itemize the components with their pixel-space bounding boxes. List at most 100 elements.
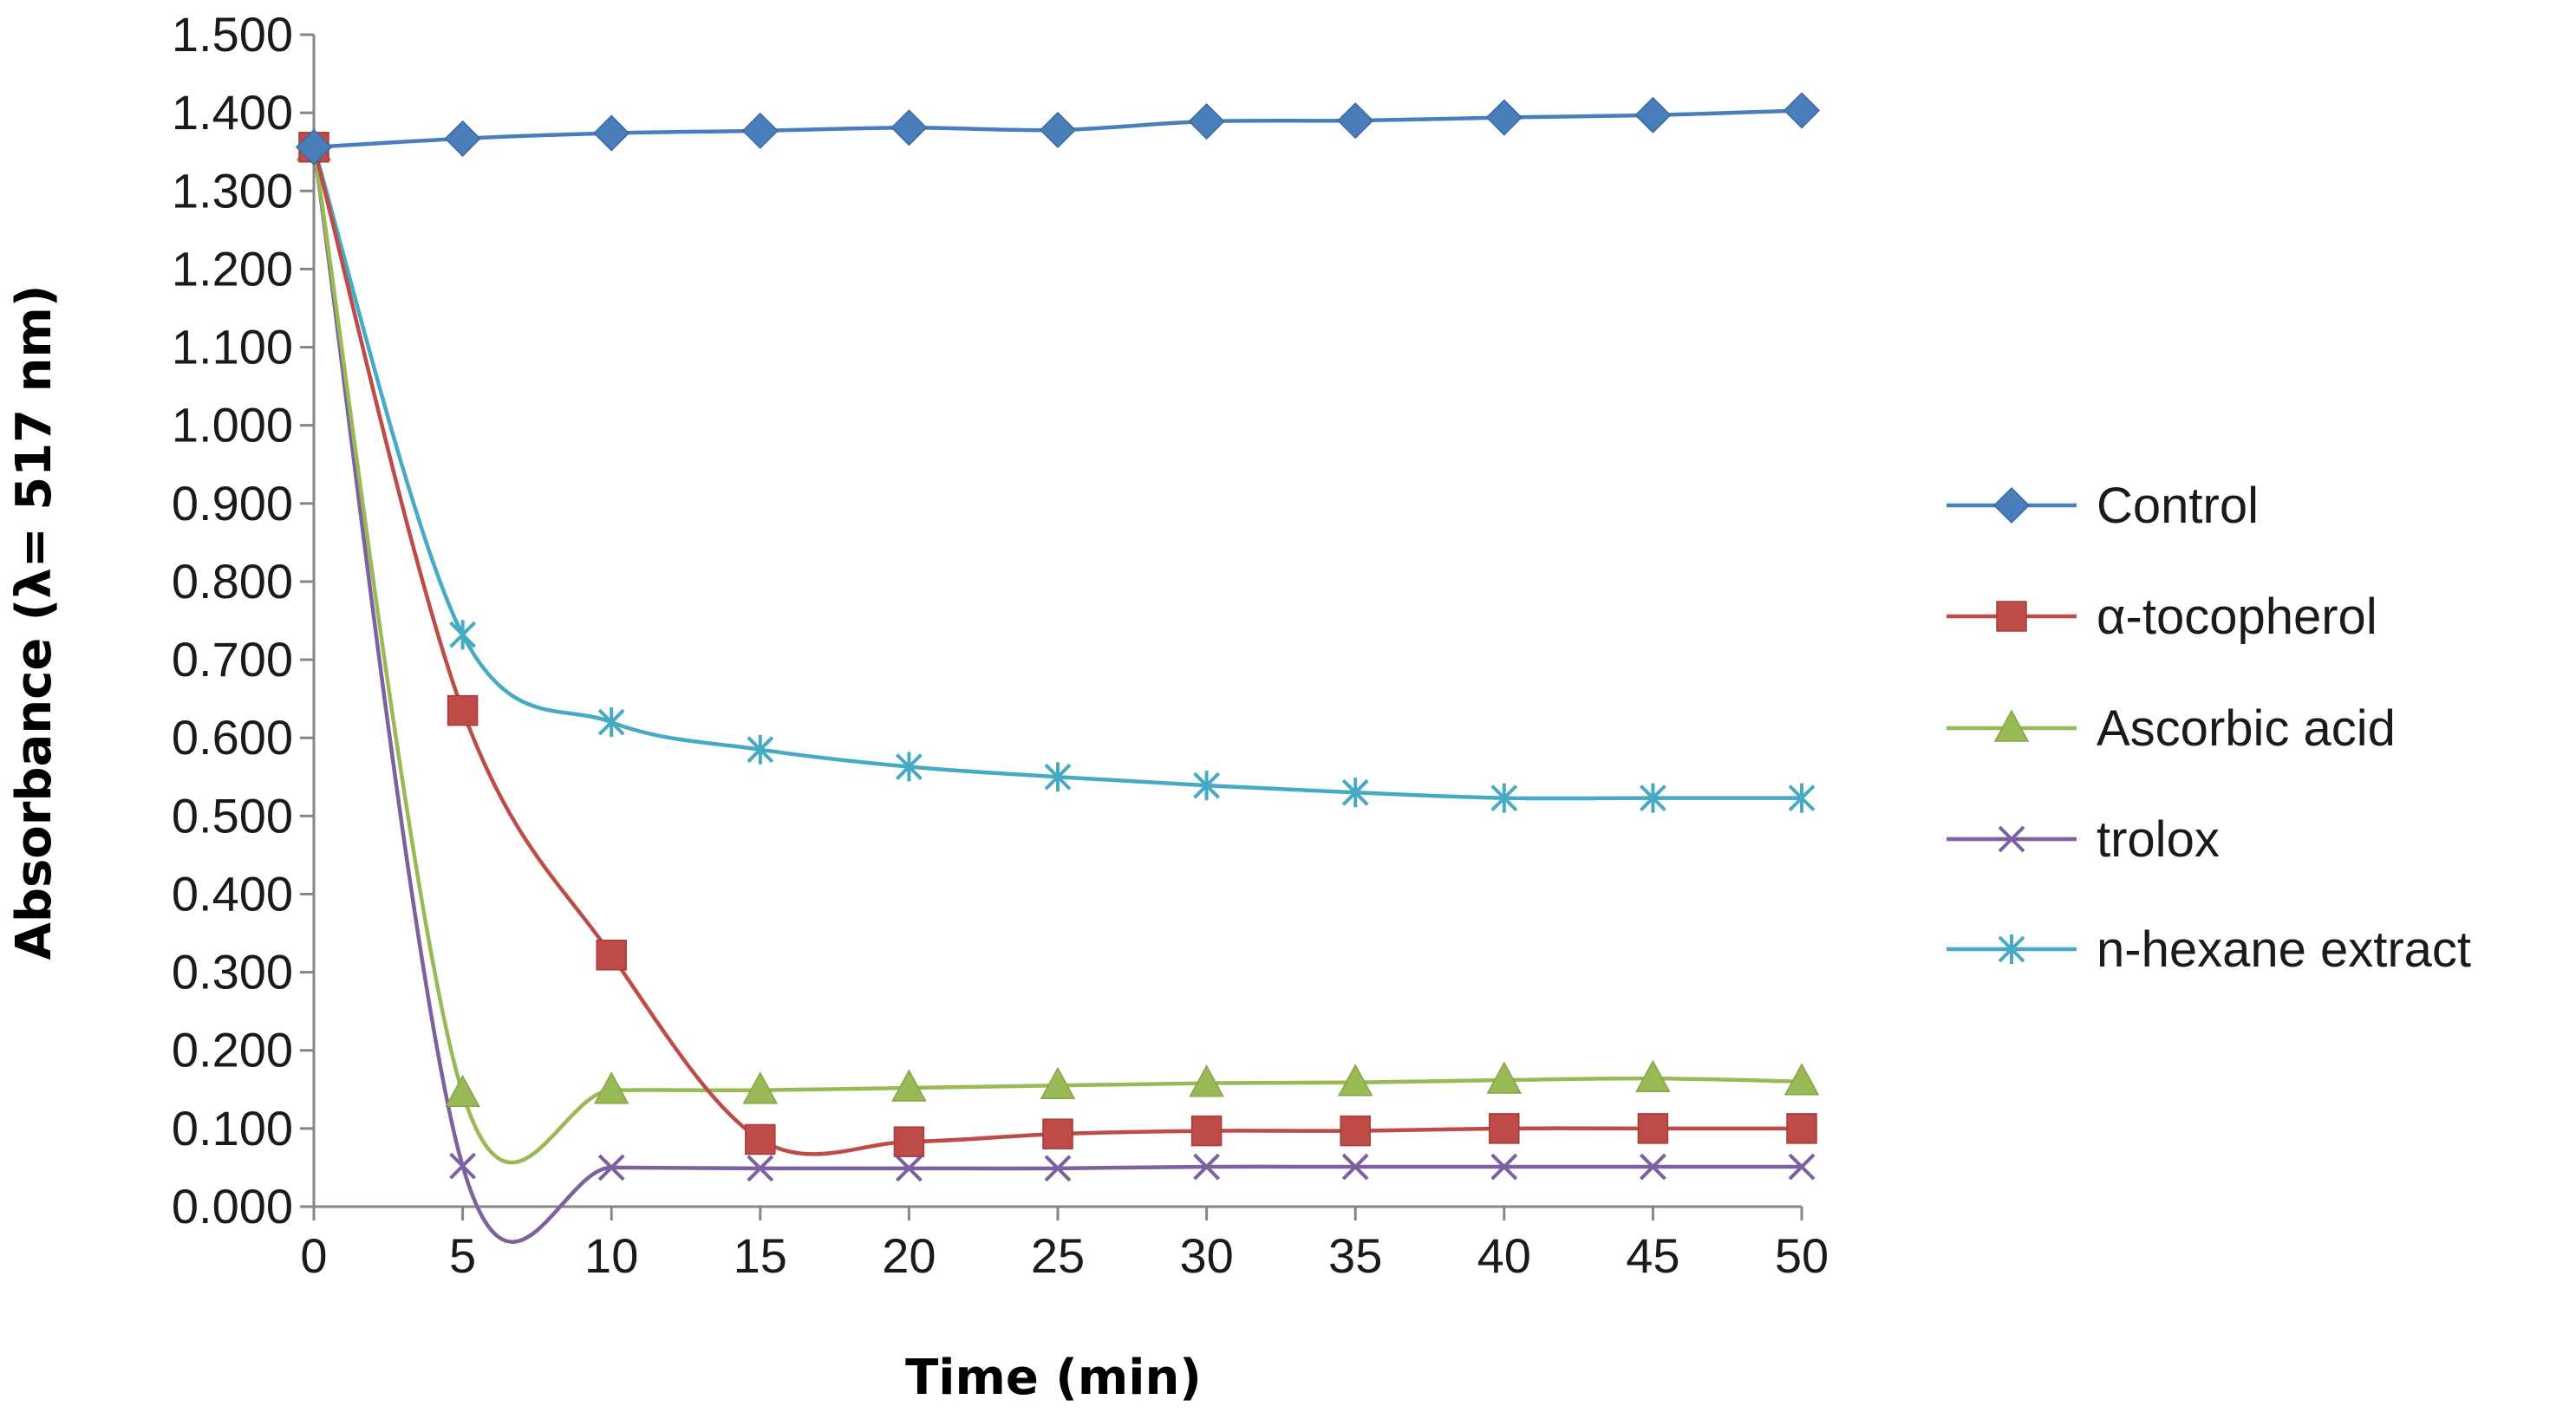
x-tick-label: 50 [1775, 1228, 1829, 1283]
x-tick-label: 20 [882, 1228, 936, 1283]
legend-marker [1998, 934, 2025, 964]
data-point [1788, 1153, 1816, 1181]
series-line [311, 146, 1802, 801]
x-tick-label: 15 [734, 1228, 787, 1283]
data-point [1637, 1113, 1669, 1144]
legend-marker [1998, 825, 2025, 853]
data-point [1490, 783, 1518, 813]
data-point [1639, 783, 1666, 813]
series-n-hexane-extract [300, 132, 1816, 813]
data-point [1044, 1155, 1072, 1182]
x-tick-label: 0 [300, 1228, 327, 1283]
legend-label: trolox [2097, 811, 2220, 868]
data-point [1634, 96, 1672, 133]
data-point [593, 1071, 629, 1104]
x-tick-label: 30 [1179, 1228, 1233, 1283]
data-point [1490, 1153, 1518, 1181]
data-point [1039, 111, 1077, 149]
data-point [895, 752, 923, 782]
y-axis-title: Absorbance (λ= 517 nm) [6, 285, 62, 960]
y-tick-label: 0.300 [172, 945, 293, 999]
data-point [593, 114, 630, 152]
data-point [1485, 99, 1523, 136]
data-point [1189, 1064, 1224, 1097]
data-point [1341, 1153, 1369, 1181]
legend: Control α-tocopherol Ascorbic acid trolox n-… [1947, 478, 2471, 978]
data-point [1341, 778, 1369, 808]
data-point [1489, 1113, 1520, 1144]
y-tick-label: 1.200 [172, 241, 293, 296]
x-axis-title: Time (min) [905, 1350, 1202, 1406]
data-point [890, 109, 928, 146]
data-point [445, 1074, 480, 1108]
data-point [449, 1152, 477, 1180]
data-point [1040, 1066, 1076, 1100]
data-point [1337, 1064, 1373, 1097]
x-tick-label: 35 [1328, 1228, 1382, 1283]
series-control [295, 92, 1821, 166]
data-point [1786, 1113, 1817, 1144]
legend-label: α-tocopherol [2097, 589, 2377, 645]
legend-marker [1992, 486, 2031, 524]
series-line [311, 146, 1803, 1165]
data-point [1188, 102, 1225, 140]
axes: 0.000 0.100 0.200 0.300 0.400 0.500 0.600 0.700… [172, 7, 1829, 1283]
legend-item: n-hexane extract [1947, 921, 2471, 978]
data-point [1340, 1115, 1371, 1147]
data-point [597, 707, 625, 738]
data-point [1788, 783, 1816, 813]
data-point [1639, 1153, 1666, 1181]
y-tick-label: 1.400 [172, 85, 293, 140]
data-point [449, 620, 477, 650]
y-tick-label: 1.500 [172, 7, 293, 62]
data-point [444, 120, 481, 157]
data-point [745, 1123, 776, 1155]
data-point [1486, 1061, 1523, 1094]
data-point [1337, 102, 1374, 140]
data-point [596, 940, 627, 971]
y-tick-label: 1.100 [172, 320, 293, 374]
legend-item: α-tocopherol [1947, 589, 2377, 645]
x-tick-label: 40 [1477, 1228, 1531, 1283]
data-point [742, 1071, 779, 1104]
legend-label: Ascorbic acid [2097, 700, 2396, 757]
y-tick-label: 0.500 [172, 788, 293, 843]
legend-item: Control [1947, 478, 2259, 534]
data-point [891, 1069, 927, 1102]
data-point [747, 734, 774, 765]
data-point [1193, 1153, 1221, 1181]
legend-label: Control [2097, 478, 2259, 534]
y-tick-label: 0.700 [172, 632, 293, 687]
series-layer [295, 92, 1821, 1244]
series-ascorbic-acid [296, 128, 1820, 1165]
data-point [1784, 1063, 1820, 1096]
y-tick-label: 0.000 [172, 1179, 293, 1233]
data-point [895, 1155, 923, 1182]
legend-marker [1993, 709, 2030, 742]
x-tick-label: 25 [1031, 1228, 1085, 1283]
legend-item: Ascorbic acid [1947, 700, 2396, 757]
series-trolox [300, 133, 1816, 1244]
data-point [1783, 92, 1821, 129]
data-point [1193, 771, 1221, 801]
y-tick-label: 0.600 [172, 710, 293, 765]
y-tick-label: 1.000 [172, 398, 293, 452]
legend-label: n-hexane extract [2097, 921, 2471, 978]
data-point [741, 112, 779, 149]
data-point [295, 128, 333, 166]
y-tick-label: 0.900 [172, 476, 293, 530]
data-point [447, 694, 479, 726]
series--tocopherol [298, 132, 1817, 1157]
y-tick-label: 0.100 [172, 1101, 293, 1155]
y-tick-label: 0.400 [172, 866, 293, 921]
data-point [1044, 762, 1072, 792]
data-point [1635, 1059, 1671, 1092]
x-tick-label: 5 [449, 1228, 476, 1283]
data-point [747, 1155, 774, 1182]
legend-marker [1996, 601, 2027, 632]
x-tick-label: 45 [1626, 1228, 1679, 1283]
data-point [597, 1154, 625, 1181]
data-point [893, 1126, 925, 1157]
x-tick-label: 10 [584, 1228, 638, 1283]
